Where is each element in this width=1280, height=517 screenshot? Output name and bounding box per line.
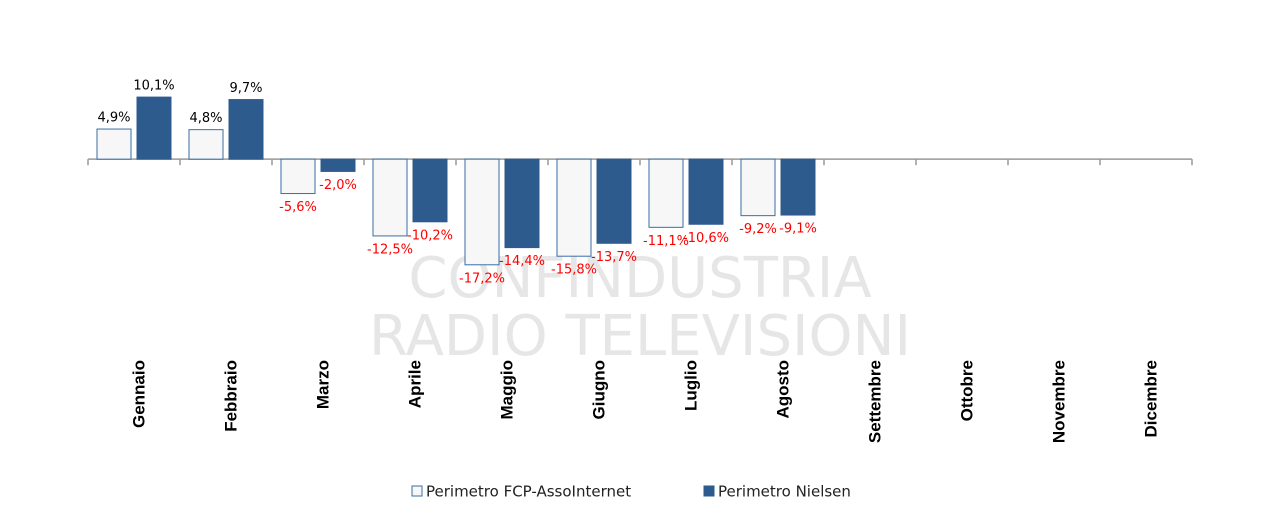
legend-label: Perimetro Nielsen xyxy=(718,483,851,501)
data-label: -17,2% xyxy=(459,271,505,286)
data-label: 9,7% xyxy=(229,81,262,96)
x-tick-label: Settembre xyxy=(865,360,884,443)
bar xyxy=(504,158,540,249)
x-tick-label: Dicembre xyxy=(1141,360,1160,437)
legend-swatch xyxy=(703,485,715,497)
x-tick-label: Gennaio xyxy=(129,360,148,428)
bar xyxy=(556,158,592,257)
x-tick-label: Luglio xyxy=(681,360,700,411)
bar xyxy=(228,99,264,160)
bar xyxy=(648,158,684,228)
bar xyxy=(464,158,500,266)
x-tick-label: Giugno xyxy=(589,360,608,419)
x-tick-label: Febbraio xyxy=(221,360,240,432)
bar xyxy=(188,129,224,160)
data-label: -11,1% xyxy=(643,234,689,249)
legend-swatch xyxy=(411,485,423,497)
data-label: -12,5% xyxy=(367,242,413,257)
data-label: -10,2% xyxy=(407,228,453,243)
bar xyxy=(412,158,448,223)
bar xyxy=(136,96,172,160)
bar xyxy=(372,158,408,237)
bar xyxy=(320,158,356,172)
x-tick-label: Aprile xyxy=(405,360,424,408)
data-label: -14,4% xyxy=(499,254,545,269)
bar xyxy=(740,158,776,217)
data-label: 4,8% xyxy=(189,111,222,126)
x-tick-label: Agosto xyxy=(773,360,792,419)
data-label: -9,1% xyxy=(779,222,817,237)
x-tick-label: Novembre xyxy=(1049,360,1068,443)
watermark: RADIO TELEVISIONI xyxy=(369,304,911,369)
bar xyxy=(96,128,132,160)
x-tick-label: Maggio xyxy=(497,360,516,420)
x-tick-label: Ottobre xyxy=(957,360,976,421)
data-label: -15,8% xyxy=(551,263,597,278)
data-label: 10,1% xyxy=(133,79,174,94)
legend-label: Perimetro FCP-AssoInternet xyxy=(426,483,631,501)
data-label: -10,6% xyxy=(683,231,729,246)
x-tick-label: Marzo xyxy=(313,360,332,409)
bar xyxy=(688,158,724,225)
data-label: -2,0% xyxy=(319,178,357,193)
data-label: -9,2% xyxy=(739,222,777,237)
data-label: 4,9% xyxy=(97,111,130,126)
bar xyxy=(596,158,632,244)
data-label: -13,7% xyxy=(591,250,637,265)
bar xyxy=(280,158,316,195)
bar xyxy=(780,158,816,216)
data-label: -5,6% xyxy=(279,200,317,215)
